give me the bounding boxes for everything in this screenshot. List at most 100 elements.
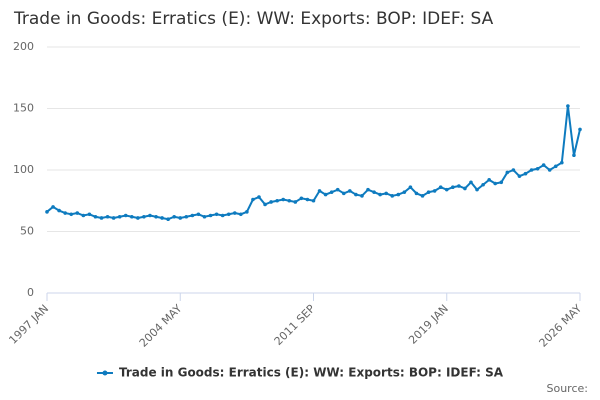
point <box>469 180 473 185</box>
x-tick-label: 1997 JAN <box>6 302 51 347</box>
point <box>311 198 316 203</box>
point <box>511 168 516 172</box>
legend-label: Trade in Goods: Erratics (E): WW: Export… <box>119 366 504 380</box>
point <box>57 208 61 213</box>
point <box>214 212 219 217</box>
point <box>323 192 328 197</box>
point <box>487 178 491 182</box>
point <box>93 214 98 219</box>
point <box>360 194 364 198</box>
point <box>426 190 431 194</box>
point <box>505 170 510 175</box>
point <box>341 191 346 196</box>
point <box>402 190 407 194</box>
point <box>202 214 207 219</box>
point <box>226 212 231 217</box>
y-tick-label: 150 <box>13 102 34 115</box>
point <box>232 211 237 215</box>
point <box>535 166 540 171</box>
point <box>451 185 455 190</box>
point <box>87 212 92 217</box>
source: Source: <box>547 382 589 395</box>
point <box>432 189 437 193</box>
point <box>335 187 340 192</box>
point <box>560 160 564 165</box>
point <box>384 191 388 196</box>
point <box>553 164 558 169</box>
point <box>239 212 243 217</box>
point <box>299 196 304 201</box>
point <box>481 182 485 187</box>
point <box>105 214 110 219</box>
x-tick-label: 2026 MAY <box>537 302 585 350</box>
y-tick-label: 50 <box>20 225 34 238</box>
point <box>142 214 146 219</box>
point <box>148 213 152 218</box>
point <box>572 153 576 158</box>
point <box>366 187 370 192</box>
point <box>154 214 158 219</box>
point <box>63 211 67 215</box>
point <box>457 184 461 188</box>
point <box>438 185 443 190</box>
point <box>287 198 292 203</box>
point <box>160 216 164 220</box>
x-tick-label: 2004 MAY <box>137 302 185 350</box>
point <box>208 213 213 218</box>
point <box>275 198 279 203</box>
point <box>196 212 201 217</box>
point <box>172 214 176 219</box>
point <box>529 168 534 172</box>
point <box>166 217 170 221</box>
y-tick-label: 100 <box>13 163 34 176</box>
point <box>190 213 195 218</box>
point <box>129 214 134 219</box>
point <box>541 163 546 167</box>
point <box>390 194 395 198</box>
point <box>317 189 322 193</box>
point <box>475 187 479 192</box>
point <box>269 200 273 204</box>
point <box>257 195 261 199</box>
point <box>69 212 74 217</box>
point <box>329 190 334 194</box>
x-tick-label: 2019 JAN <box>406 302 451 347</box>
point <box>517 174 522 178</box>
point <box>354 192 358 197</box>
point <box>578 127 582 132</box>
point <box>408 185 413 190</box>
point <box>251 197 255 202</box>
point <box>263 202 267 207</box>
point <box>136 216 140 220</box>
y-tick-label: 0 <box>27 286 34 299</box>
point <box>184 214 189 219</box>
point <box>499 180 504 185</box>
point <box>51 205 55 209</box>
point <box>348 189 352 193</box>
point <box>414 191 419 196</box>
point <box>123 213 128 218</box>
point <box>420 194 425 198</box>
point <box>493 181 498 186</box>
point <box>45 210 49 214</box>
point <box>372 190 376 194</box>
point <box>566 104 570 108</box>
point <box>378 192 382 197</box>
point <box>463 186 467 191</box>
y-tick-label: 200 <box>13 40 34 53</box>
point <box>523 171 528 176</box>
point <box>75 211 80 215</box>
point <box>99 216 104 220</box>
point <box>117 214 122 219</box>
legend-marker <box>102 370 108 376</box>
point <box>81 213 86 218</box>
point <box>444 187 449 192</box>
point <box>220 213 225 218</box>
point <box>293 200 298 204</box>
point <box>178 216 183 220</box>
point <box>547 168 552 172</box>
point <box>111 216 116 220</box>
point <box>396 192 401 197</box>
chart-title: Trade in Goods: Erratics (E): WW: Export… <box>13 9 494 29</box>
